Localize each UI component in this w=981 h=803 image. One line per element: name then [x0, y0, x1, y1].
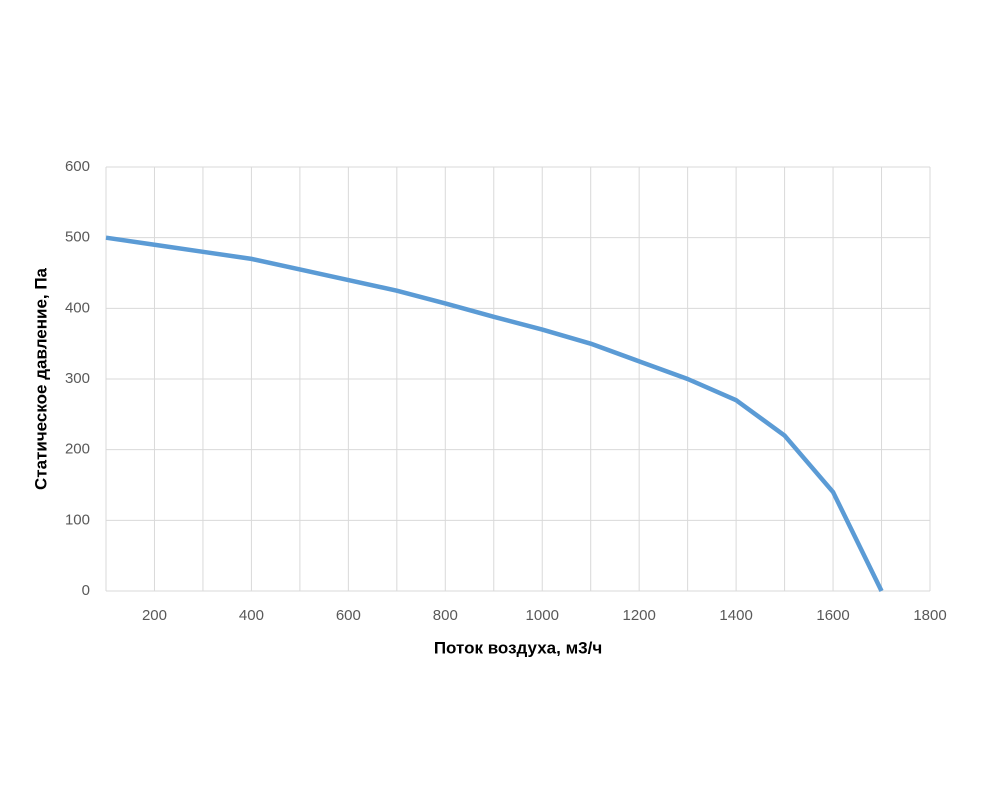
y-tick-label: 100 [65, 511, 90, 528]
y-axis-title: Статическое давление, Па [31, 267, 50, 490]
y-tick-label: 500 [65, 229, 90, 246]
y-tick-label: 400 [65, 299, 90, 316]
x-tick-label: 1600 [816, 607, 849, 624]
y-tick-label: 300 [65, 370, 90, 387]
x-tick-label: 200 [142, 607, 167, 624]
data-line [105, 235, 884, 592]
x-tick-label: 600 [336, 607, 361, 624]
x-tick-label: 1000 [526, 607, 559, 624]
x-tick-label: 800 [433, 607, 458, 624]
x-tick-label: 1800 [913, 607, 946, 624]
x-tick-label: 1400 [719, 607, 752, 624]
x-tick-label: 1200 [622, 607, 655, 624]
x-axis-title: Поток воздуха, м3/ч [434, 638, 602, 657]
y-tick-label: 200 [65, 441, 90, 458]
y-tick-label: 600 [65, 158, 90, 175]
x-tick-label: 400 [239, 607, 264, 624]
y-tick-label: 0 [82, 582, 90, 599]
